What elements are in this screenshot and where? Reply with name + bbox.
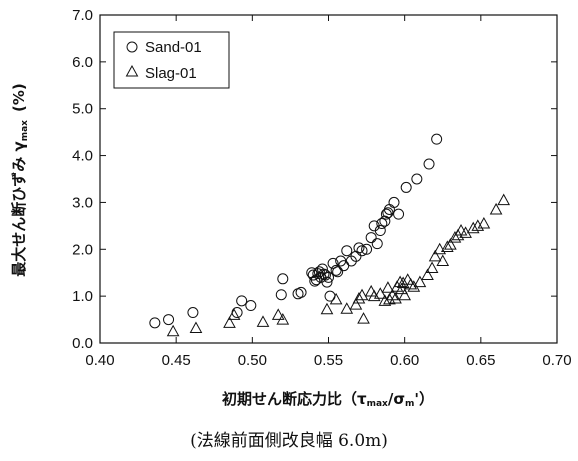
y-tick-label: 2.0 (72, 241, 93, 258)
slag-01-point (396, 276, 410, 289)
scatter-chart: 0.40 0.45 0.50 0.55 0.60 0.65 0.70 0.0 1.0 2.0 3.0… (10, 7, 572, 409)
slag-01-point (454, 224, 468, 236)
slag-01-point (413, 275, 427, 288)
x-tick-label: 0.55 (314, 352, 343, 369)
slag-01-point (471, 219, 485, 231)
slag-01-point (404, 277, 418, 290)
sand-01-point (393, 208, 405, 220)
sand-01-point (371, 238, 383, 250)
slag-01-point (166, 324, 180, 337)
sand-01-point (295, 286, 307, 298)
slag-01-point (352, 291, 366, 304)
sand-01-point (327, 257, 339, 269)
sand-01-point (319, 269, 331, 281)
x-tick-label: 0.70 (542, 352, 571, 369)
sand-01-point (361, 243, 373, 255)
x-tick-label: 0.45 (162, 352, 191, 369)
slag-01-point (271, 308, 285, 320)
x-tick-label: 0.65 (466, 352, 495, 369)
x-axis-title: 初期せん断応力比（τmax/σm'） (222, 390, 434, 409)
slag-01-point (329, 292, 343, 305)
slag-01-point (378, 294, 392, 306)
sand-01-point (332, 266, 344, 278)
slag-01-point (367, 289, 381, 302)
sand-01-point (323, 271, 334, 283)
slag-01-point (355, 288, 369, 301)
figure-caption: (法線前面側改良幅 6.0m) (190, 431, 388, 451)
sand-01-point (388, 196, 400, 208)
sand-01-point (400, 181, 412, 193)
slag-01-point (428, 249, 442, 262)
x-tick-label: 0.50 (238, 352, 267, 369)
slag-01-point (364, 284, 378, 297)
slag-01-point (421, 268, 434, 281)
slag-01-point (433, 242, 447, 255)
legend-box (113, 31, 230, 89)
sand-01-point (374, 225, 386, 237)
slag-01-point (448, 231, 462, 243)
sand-01-point (149, 317, 161, 329)
sand-01-point (365, 232, 377, 244)
slag-01-point (340, 302, 354, 314)
slag-01-point (425, 261, 439, 274)
sand-01-point (376, 218, 388, 230)
y-tick-label: 6.0 (72, 54, 93, 71)
sand-01-point (236, 295, 248, 307)
sand-01-point (431, 133, 443, 145)
sand-01-point (316, 263, 328, 275)
slag-01-point (489, 202, 503, 215)
slag-01-point (497, 193, 511, 206)
slag-01-point (444, 238, 457, 250)
y-tick-label: 4.0 (72, 148, 93, 165)
slag-01-point (320, 302, 334, 315)
slag-01-point (381, 281, 395, 293)
sand-01-point (411, 173, 423, 185)
axis-ticks: 0.40 0.45 0.50 0.55 0.60 0.65 0.70 0.0 1.0 2.0 3.0… (72, 7, 571, 369)
legend-label-sand: Sand-01 (145, 39, 202, 56)
legend: Sand-01 Slag-01 (113, 31, 230, 89)
sand-01-point (321, 276, 333, 288)
sand-01-point (309, 275, 321, 287)
y-tick-label: 7.0 (72, 7, 93, 24)
x-tick-label: 0.40 (85, 352, 114, 369)
legend-label-slag: Slag-01 (145, 65, 197, 82)
sand-01-point (423, 158, 435, 170)
slag-01-point (276, 313, 290, 325)
slag-01-point (256, 315, 270, 327)
y-tick-label: 3.0 (72, 194, 93, 211)
slag-01-point (477, 216, 491, 229)
sand-01-point (341, 245, 353, 257)
slag-01-point (466, 221, 480, 234)
y-axis-title: 最大せん断ひずみ γmax(%) (10, 83, 30, 276)
data-points (149, 133, 511, 337)
sand-01-point (187, 307, 199, 319)
slag-01-point (223, 316, 236, 328)
sand-01-point (275, 289, 287, 301)
legend-marker-sand (126, 41, 138, 53)
sand-01-point (353, 242, 365, 254)
slag-01-point (357, 312, 370, 324)
slag-01-point (389, 291, 402, 304)
slag-01-point (349, 298, 363, 310)
legend-marker-slag (125, 64, 139, 77)
sand-01-point (231, 307, 243, 319)
slag-01-point (386, 288, 399, 301)
y-tick-label: 0.0 (72, 335, 93, 352)
slag-01-point (227, 308, 241, 320)
slag-01-point (373, 287, 387, 299)
slag-01-point (398, 288, 412, 301)
slag-01-point (436, 254, 450, 266)
slag-01-point (395, 282, 408, 295)
sand-01-point (163, 314, 175, 326)
sand-01-point (245, 300, 257, 312)
sand-01-point (277, 273, 289, 285)
y-tick-label: 5.0 (72, 101, 93, 118)
slag-01-point (189, 321, 203, 334)
slag-01-point (440, 240, 454, 252)
x-tick-label: 0.60 (390, 352, 419, 369)
sand-01-point (356, 245, 368, 257)
y-tick-label: 1.0 (72, 288, 93, 305)
